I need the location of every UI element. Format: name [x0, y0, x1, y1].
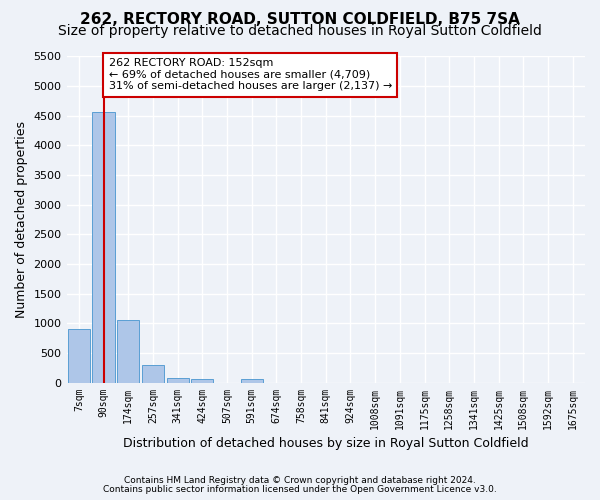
Bar	[167, 378, 189, 382]
Bar	[68, 330, 90, 382]
Text: Contains HM Land Registry data © Crown copyright and database right 2024.: Contains HM Land Registry data © Crown c…	[124, 476, 476, 485]
Bar	[92, 112, 115, 382]
Text: Size of property relative to detached houses in Royal Sutton Coldfield: Size of property relative to detached ho…	[58, 24, 542, 38]
Text: 262, RECTORY ROAD, SUTTON COLDFIELD, B75 7SA: 262, RECTORY ROAD, SUTTON COLDFIELD, B75…	[80, 12, 520, 26]
Text: Contains public sector information licensed under the Open Government Licence v3: Contains public sector information licen…	[103, 485, 497, 494]
Bar	[117, 320, 139, 382]
Bar	[241, 379, 263, 382]
Bar	[191, 379, 214, 382]
Bar	[142, 365, 164, 382]
Y-axis label: Number of detached properties: Number of detached properties	[15, 121, 28, 318]
X-axis label: Distribution of detached houses by size in Royal Sutton Coldfield: Distribution of detached houses by size …	[123, 437, 529, 450]
Text: 262 RECTORY ROAD: 152sqm
← 69% of detached houses are smaller (4,709)
31% of sem: 262 RECTORY ROAD: 152sqm ← 69% of detach…	[109, 58, 392, 92]
